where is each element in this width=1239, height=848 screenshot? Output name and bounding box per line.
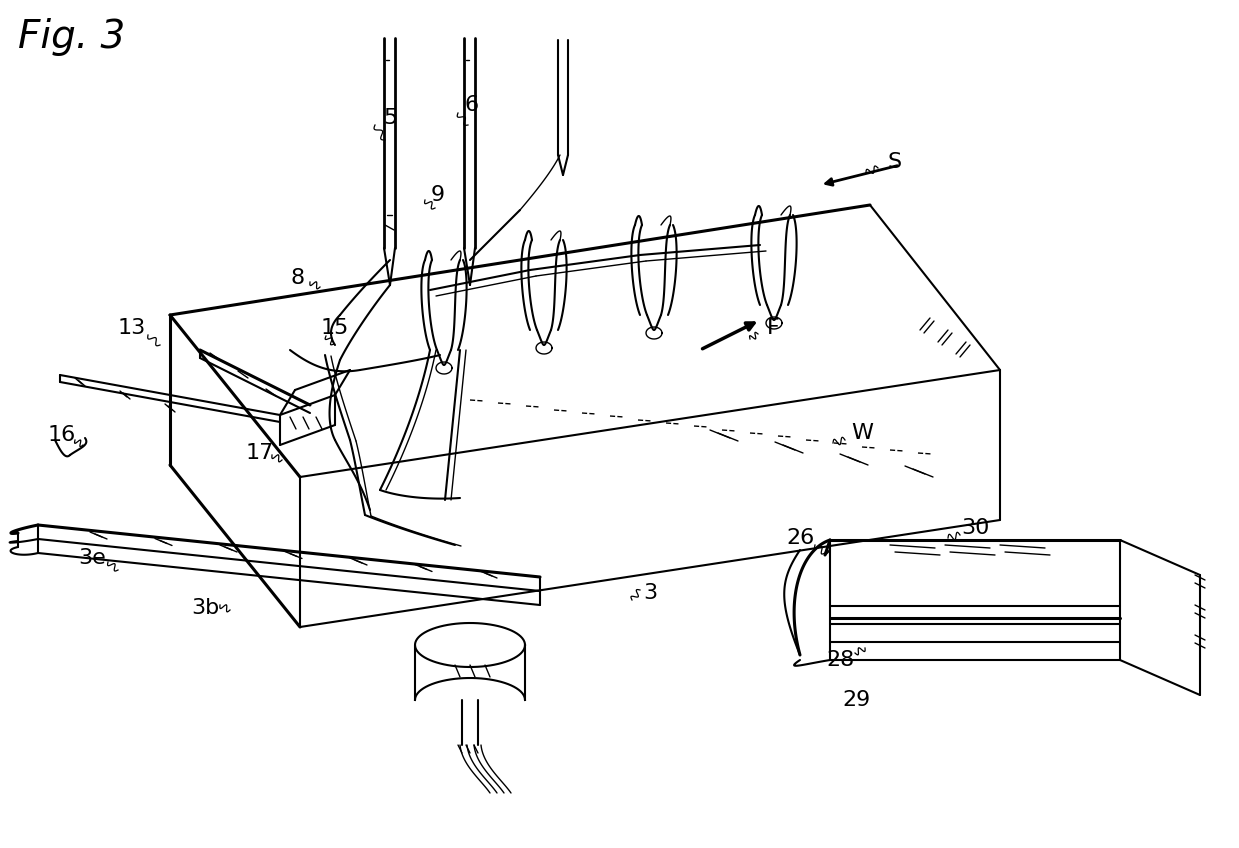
Text: 17: 17: [245, 443, 274, 463]
Text: 16: 16: [48, 425, 76, 445]
Text: 6: 6: [465, 95, 479, 115]
Text: S: S: [888, 152, 902, 172]
Text: 3e: 3e: [78, 548, 105, 568]
Text: 26: 26: [786, 528, 814, 548]
Text: 15: 15: [321, 318, 349, 338]
Text: 9: 9: [431, 185, 445, 205]
Text: 13: 13: [118, 318, 146, 338]
Text: 3: 3: [643, 583, 657, 603]
Text: 28: 28: [826, 650, 854, 670]
Text: Fig. 3: Fig. 3: [19, 18, 125, 56]
Text: F: F: [767, 318, 779, 338]
Text: 30: 30: [960, 518, 989, 538]
Text: W: W: [851, 423, 873, 443]
Text: 3b: 3b: [191, 598, 219, 618]
Text: 8: 8: [291, 268, 305, 288]
Text: 29: 29: [843, 690, 871, 710]
Text: 5: 5: [383, 108, 398, 128]
